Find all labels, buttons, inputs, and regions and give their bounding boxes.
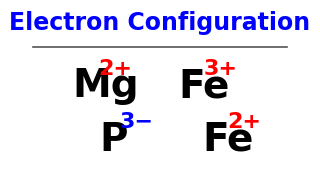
Text: 3+: 3+ (204, 59, 237, 79)
Text: 2+: 2+ (227, 112, 261, 132)
Text: Mg: Mg (73, 68, 140, 105)
Text: Electron Configuration: Electron Configuration (9, 11, 311, 35)
Text: 3−: 3− (119, 112, 153, 132)
Text: P: P (99, 121, 128, 159)
Text: 2+: 2+ (98, 59, 132, 79)
Text: Fe: Fe (202, 121, 254, 159)
Text: Fe: Fe (179, 68, 230, 105)
